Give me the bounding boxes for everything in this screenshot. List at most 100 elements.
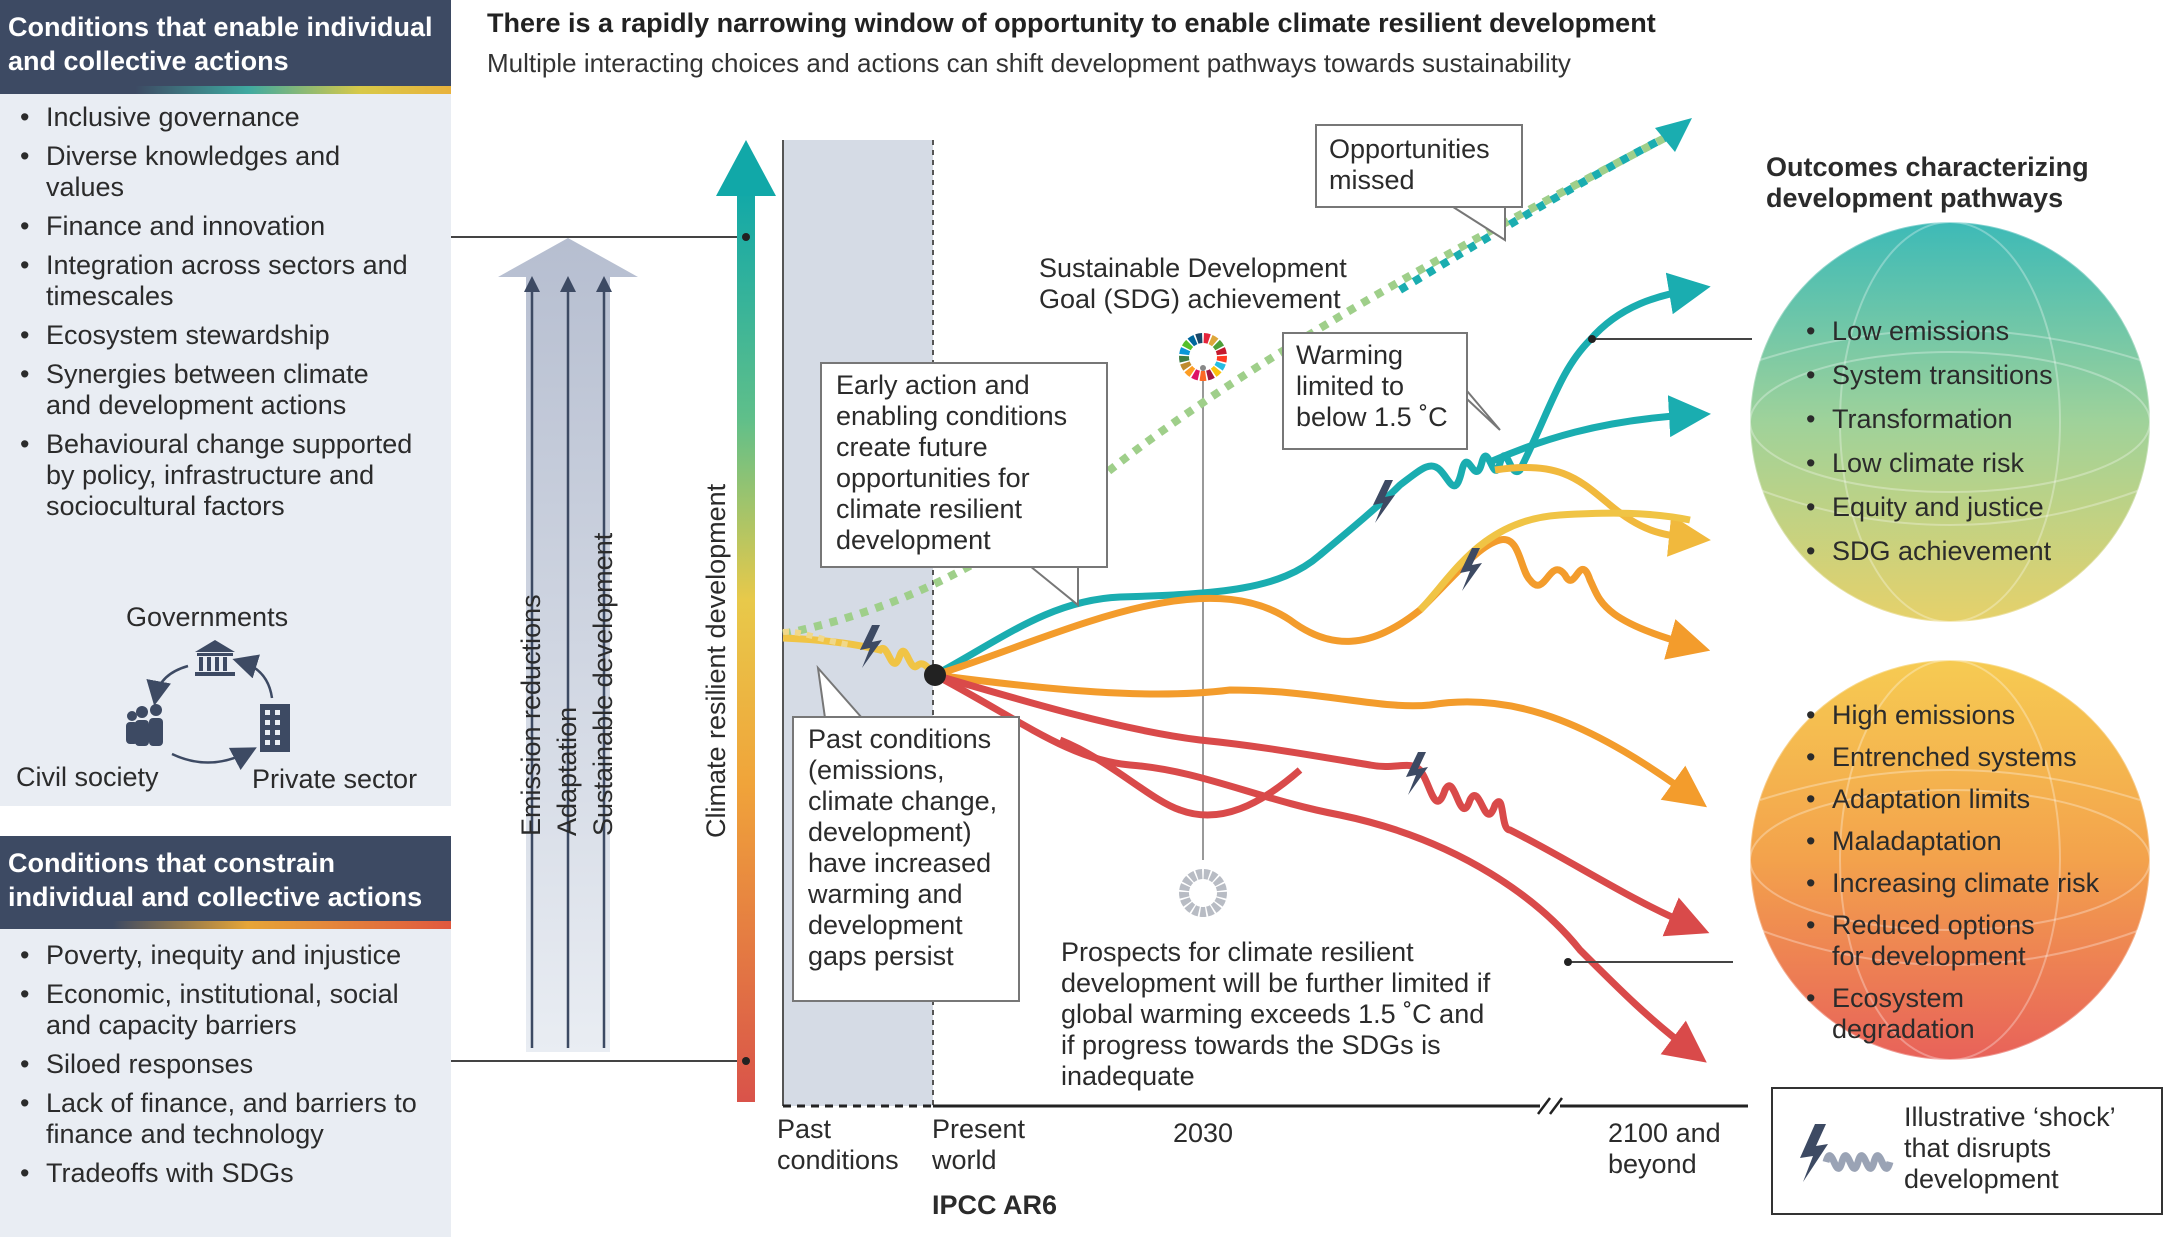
sdg-wheel-segment [1206, 369, 1215, 381]
page-title: There is a rapidly narrowing window of o… [487, 8, 1656, 38]
enable-panel-heading: Conditions that enable individual and co… [0, 0, 451, 88]
sdg-wheel-segment [1214, 361, 1226, 371]
present-world-node [924, 664, 946, 686]
shock-bolt-icon-red [1406, 752, 1428, 795]
sdg-wheel-segment [1179, 883, 1191, 892]
early-action-callout: Early action and enabling conditions cre… [820, 362, 1108, 568]
sdg-wheel-segment [1206, 905, 1215, 917]
list-item: System transitions [1802, 353, 2122, 397]
adaptation-label: Adaptation [552, 706, 582, 836]
crd-label: Climate resilient development [701, 483, 731, 838]
sdg-wheel-segment [1212, 875, 1225, 887]
outcomes-heading: Outcomes characterizing development path… [1766, 152, 2089, 213]
enable-list: Inclusive governance Diverse knowledges … [18, 102, 418, 530]
sdg-wheel-faded-icon [1179, 869, 1227, 917]
shock-bolt-icon-past [860, 625, 882, 668]
list-item: Finance and innovation [18, 211, 418, 242]
sdg-wheel-segment [1203, 333, 1211, 344]
warming-limited-callout: Warming limited to below 1.5 ˚C [1282, 332, 1468, 450]
early-action-pointer [1029, 565, 1079, 608]
list-item: Behavioural change supported by policy, … [18, 429, 418, 522]
list-item: Ecosystem stewardship [18, 320, 418, 351]
crd-bottom-node [742, 1057, 750, 1065]
list-item: Equity and justice [1802, 485, 2122, 529]
list-item: Inclusive governance [18, 102, 418, 133]
axis-2030-label: 2030 [1173, 1118, 1234, 1148]
sdg-wheel-segment [1212, 339, 1225, 351]
past-pathway-dotted [782, 628, 851, 648]
pathway-orange-low [934, 671, 1708, 808]
sdg-wheel-segment [1216, 891, 1227, 899]
sustainable-arrow [596, 276, 612, 1048]
past-conditions-callout: Past conditions (emissions, climate chan… [792, 716, 1020, 1002]
list-item: Reduced options for development [1802, 910, 2072, 972]
list-item: High emissions [1802, 700, 2122, 731]
sdg-wheel-segment [1199, 370, 1207, 381]
opportunities-pointer [1449, 204, 1506, 242]
civil-society-people-icon [126, 704, 163, 746]
constrain-panel-heading: Conditions that constrain individual and… [0, 836, 451, 922]
list-item: Economic, institutional, social and capa… [18, 979, 418, 1041]
sustainable-development-label: Sustainable development [588, 532, 618, 836]
sdg-wheel-segment [1187, 870, 1198, 883]
sdg-wheel-segment [1199, 906, 1207, 917]
list-item: Ecosystem degradation [1802, 983, 2032, 1045]
list-item: SDG achievement [1802, 529, 2122, 573]
list-item: Siloed responses [18, 1049, 418, 1080]
sdg-wheel-segment [1181, 875, 1194, 887]
page-subtitle: Multiple interacting choices and actions… [487, 48, 1571, 78]
sdg-wheel-segment [1179, 347, 1191, 356]
shock-bolt-icon-yellow [1460, 548, 1482, 591]
crd-top-node [742, 233, 750, 241]
list-item: Low climate risk [1802, 441, 2122, 485]
pathway-red-upper [934, 671, 1710, 937]
list-item: Integration across sectors and timescale… [18, 250, 418, 312]
list-item: Entrenched systems [1802, 742, 2122, 773]
legend-shock-bolt-icon [1800, 1124, 1828, 1182]
list-item: Adaptation limits [1802, 784, 2122, 815]
list-item: Diverse knowledges and values [18, 141, 418, 203]
sdg-wheel-segment [1208, 870, 1219, 883]
sdg-wheel-icon [1179, 333, 1227, 381]
sdg-wheel-segment [1181, 339, 1194, 351]
past-pathway [782, 634, 938, 678]
sdg-wheel-segment [1203, 869, 1211, 880]
sdg-wheel-segment [1184, 901, 1196, 913]
enable-gradient-bar [0, 86, 451, 94]
sdg-wheel-segment [1184, 365, 1196, 377]
past-conditions-pointer [816, 664, 863, 719]
emission-arrow [524, 276, 540, 1048]
opportunities-missed-arrowhead [1655, 118, 1692, 152]
legend-shock-text: Illustrative ‘shock’ that disrupts devel… [1904, 1102, 2115, 1194]
pathway-teal [933, 272, 1711, 679]
sdg-wheel-segment [1195, 869, 1203, 880]
sdg-wheel-segment [1179, 891, 1190, 899]
emission-reductions-label: Emission reductions [516, 594, 546, 836]
pathway-red-lower [933, 671, 1707, 1063]
private-sector-building-icon [260, 704, 290, 752]
sdg-wheel-segment [1210, 901, 1222, 913]
pathway-red-dip [1058, 736, 1303, 819]
red-outcome-node [1564, 958, 1572, 966]
sdg-wheel-segment [1214, 897, 1226, 907]
actor-governments: Governments [126, 602, 289, 632]
sdg-wheel-segment [1191, 369, 1200, 381]
sdg-achievement-label: Sustainable Development Goal (SDG) achie… [1039, 253, 1347, 314]
positive-outcomes-list: Low emissions System transitions Transfo… [1802, 309, 2122, 573]
sdg-wheel-segment [1180, 361, 1192, 371]
negative-outcomes-list: High emissions Entrenched systems Adapta… [1802, 700, 2122, 1045]
sdg-wheel-segment [1179, 355, 1190, 363]
sdg-wheel-segment [1215, 883, 1227, 892]
constrain-gradient-bar [0, 921, 451, 929]
pathway-yellow-mid [933, 536, 1711, 679]
sdg-wheel-segment [1180, 897, 1192, 907]
list-item: Low emissions [1802, 309, 2122, 353]
sdg-wheel-segment [1187, 334, 1198, 347]
axis-2100-label: 2100 and beyond [1608, 1118, 1721, 1179]
list-item: Lack of finance, and barriers to finance… [18, 1088, 418, 1150]
pathway-yellow-upper [1494, 463, 1711, 557]
source-label: IPCC AR6 [932, 1190, 1058, 1220]
adaptation-arrow [560, 276, 576, 1048]
government-building-icon [195, 640, 235, 676]
legend-shock-wave-icon [1822, 1152, 1894, 1172]
